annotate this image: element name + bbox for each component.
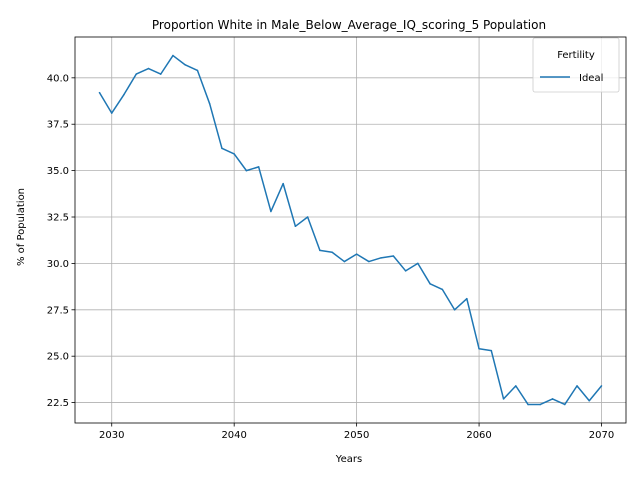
data-point (551, 398, 554, 400)
data-point (221, 147, 223, 150)
y-tick-label: 37.5 (47, 120, 69, 131)
y-tick-label: 32.5 (47, 213, 69, 224)
y-tick-label: 22.5 (47, 398, 69, 409)
data-point (429, 283, 431, 285)
y-axis-label: % of Population (16, 188, 27, 266)
data-point (564, 403, 566, 406)
data-point (441, 288, 444, 291)
data-point (343, 260, 346, 263)
data-point (368, 260, 370, 263)
x-tick-label: 2070 (589, 430, 614, 441)
data-point (282, 182, 284, 185)
data-point (466, 297, 468, 300)
data-point (453, 309, 456, 311)
x-tick-label: 2040 (221, 430, 246, 441)
data-point (355, 253, 358, 255)
data-point (392, 255, 395, 257)
y-tick-label: 25.0 (47, 352, 69, 363)
legend-label-ideal: Ideal (579, 73, 603, 84)
data-point (233, 153, 235, 155)
data-point (196, 69, 199, 72)
data-point (600, 385, 603, 387)
y-tick-label: 40.0 (47, 73, 69, 84)
data-point (417, 262, 419, 265)
grid (75, 37, 626, 423)
tick-labels: 2030 2040 2050 2060 2070 22.5 25.0 27.5 30.0 32.5… (47, 73, 615, 441)
legend: Fertility Ideal (532, 37, 620, 93)
series-lines (98, 54, 603, 406)
data-point (135, 73, 137, 75)
data-point (172, 54, 174, 57)
data-point (331, 251, 333, 254)
data-point (123, 93, 125, 96)
data-point (380, 257, 382, 259)
data-point (588, 399, 591, 402)
x-axis-label: Years (335, 454, 362, 465)
data-point (184, 64, 186, 66)
data-point (245, 169, 248, 172)
y-tick-label: 35.0 (47, 166, 69, 177)
data-point (515, 385, 517, 387)
chart-title: Proportion White in Male_Below_Average_I… (152, 18, 546, 32)
data-point (147, 67, 150, 70)
legend-title: Fertility (557, 50, 595, 61)
data-point (306, 216, 309, 218)
y-tick-label: 27.5 (47, 305, 69, 316)
data-point (294, 225, 297, 228)
axes-frame (74, 36, 627, 424)
data-point (478, 348, 480, 350)
data-point (110, 112, 113, 114)
y-tick-label: 30.0 (47, 259, 69, 270)
series-line-ideal (98, 54, 603, 406)
data-point (257, 166, 260, 168)
data-point (159, 73, 162, 75)
data-point (98, 91, 101, 94)
data-point (576, 385, 578, 387)
data-point (527, 403, 529, 406)
data-point (404, 270, 407, 272)
x-tick-label: 2060 (466, 430, 491, 441)
data-point (539, 403, 542, 406)
x-tick-label: 2030 (99, 430, 124, 441)
data-point (319, 249, 321, 252)
legend-box (532, 37, 620, 93)
data-point (208, 103, 211, 105)
data-point (270, 210, 272, 213)
data-point (502, 398, 505, 400)
x-tick-label: 2050 (344, 430, 369, 441)
data-point (490, 349, 493, 352)
